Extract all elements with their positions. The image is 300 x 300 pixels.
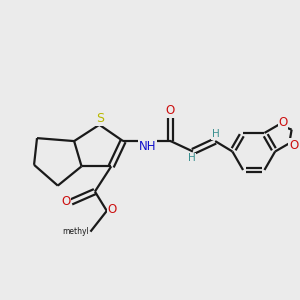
Text: O: O [278, 116, 288, 129]
Text: S: S [96, 112, 104, 125]
Text: O: O [107, 203, 117, 216]
Text: methyl: methyl [62, 227, 89, 236]
Text: O: O [289, 139, 298, 152]
Text: O: O [165, 104, 175, 117]
Text: methyl: methyl [91, 230, 95, 232]
Text: H: H [188, 153, 196, 163]
Text: O: O [61, 196, 70, 208]
Text: NH: NH [139, 140, 156, 153]
Text: methyl: methyl [80, 232, 85, 233]
Text: H: H [212, 129, 220, 139]
